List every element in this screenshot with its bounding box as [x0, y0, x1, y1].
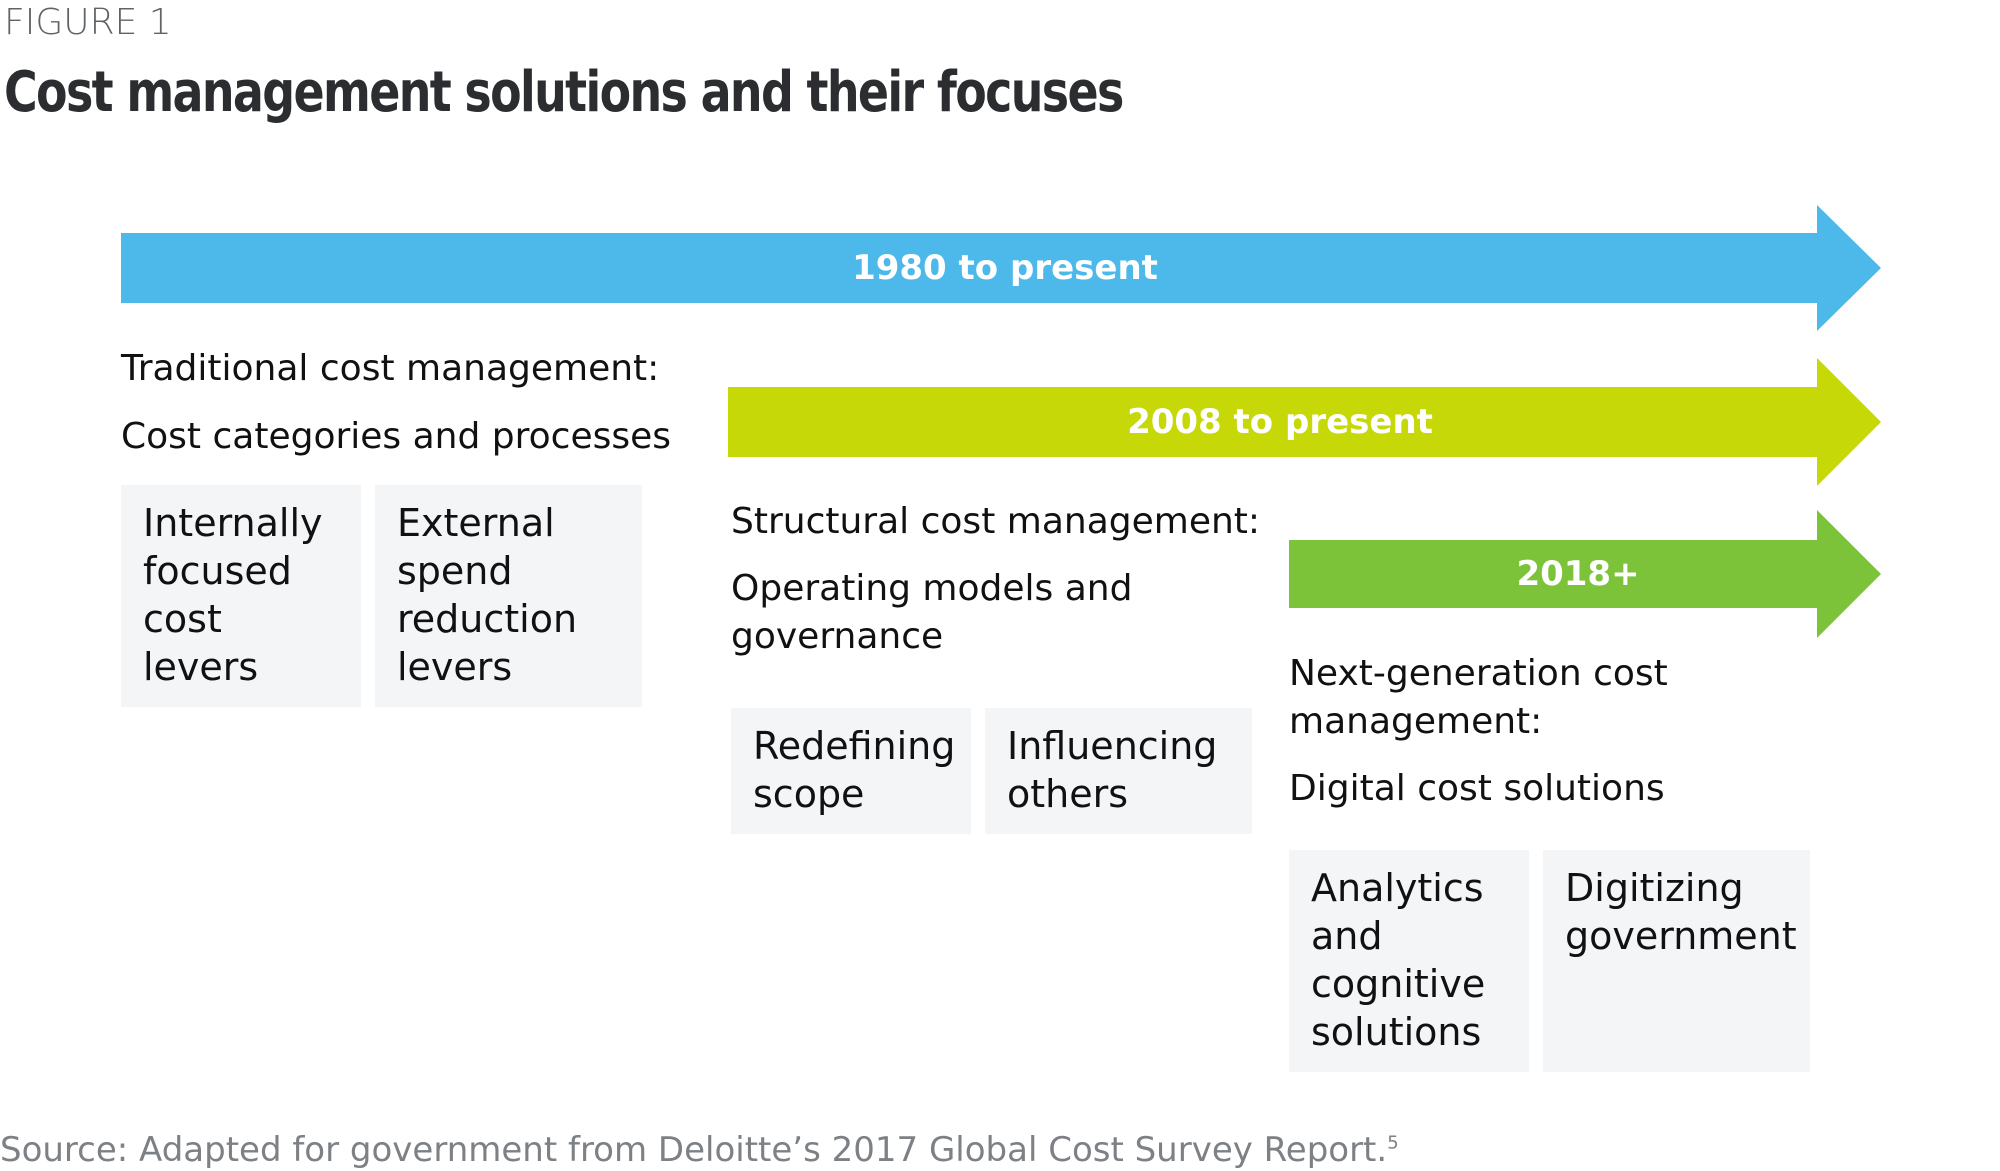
era-subheading-structural: Operating models and governance	[731, 568, 1133, 657]
lever-box-analytics-cognitive: Analytics and cognitive solutions	[1289, 850, 1529, 1072]
arrow-label-2018: 2018+	[1516, 554, 1640, 594]
arrow-label-1980: 1980 to present	[852, 248, 1158, 288]
timeline-arrow-2018: 2018+	[1289, 510, 1881, 638]
lever-box-digitizing-government: Digitizing government	[1543, 850, 1810, 1072]
lever-text: External spend reduction levers	[397, 501, 578, 689]
source-text: Source: Adapted for government from Delo…	[0, 1130, 1388, 1170]
lever-text: Digitizing government	[1565, 866, 1797, 958]
era-subheading-traditional: Cost categories and processes	[121, 416, 672, 457]
arrow-shape-1980	[121, 205, 1881, 331]
figure-title: Cost management solutions and their focu…	[4, 60, 1124, 125]
lever-text: Redefining scope	[753, 724, 956, 816]
source-note: Source: Adapted for government from Delo…	[0, 1130, 1399, 1170]
lever-text: Internally focused cost levers	[143, 501, 323, 689]
era-subheading-next-generation: Digital cost solutions	[1289, 768, 1665, 809]
lever-box-external-spend: External spend reduction levers	[375, 485, 642, 707]
lever-text: Influencing others	[1007, 724, 1218, 816]
lever-text: Analytics and cognitive solutions	[1311, 866, 1486, 1054]
era-heading-next-generation: Next-generation cost management:	[1289, 653, 1668, 742]
timeline-arrow-1980: 1980 to present	[121, 205, 1881, 331]
lever-box-internally-focused: Internally focused cost levers	[121, 485, 361, 707]
arrow-shape-2018	[1289, 510, 1881, 638]
arrow-label-2008: 2008 to present	[1127, 402, 1433, 442]
arrow-shape-2008	[728, 358, 1881, 486]
figure-label: FIGURE 1	[4, 2, 172, 43]
timeline-arrow-2008: 2008 to present	[728, 358, 1881, 486]
footnote-marker: 5	[1387, 1132, 1399, 1154]
era-heading-structural: Structural cost management:	[731, 501, 1261, 542]
lever-box-redefining-scope: Redefining scope	[731, 708, 971, 834]
lever-box-influencing-others: Influencing others	[985, 708, 1252, 834]
era-heading-traditional: Traditional cost management:	[121, 348, 660, 389]
